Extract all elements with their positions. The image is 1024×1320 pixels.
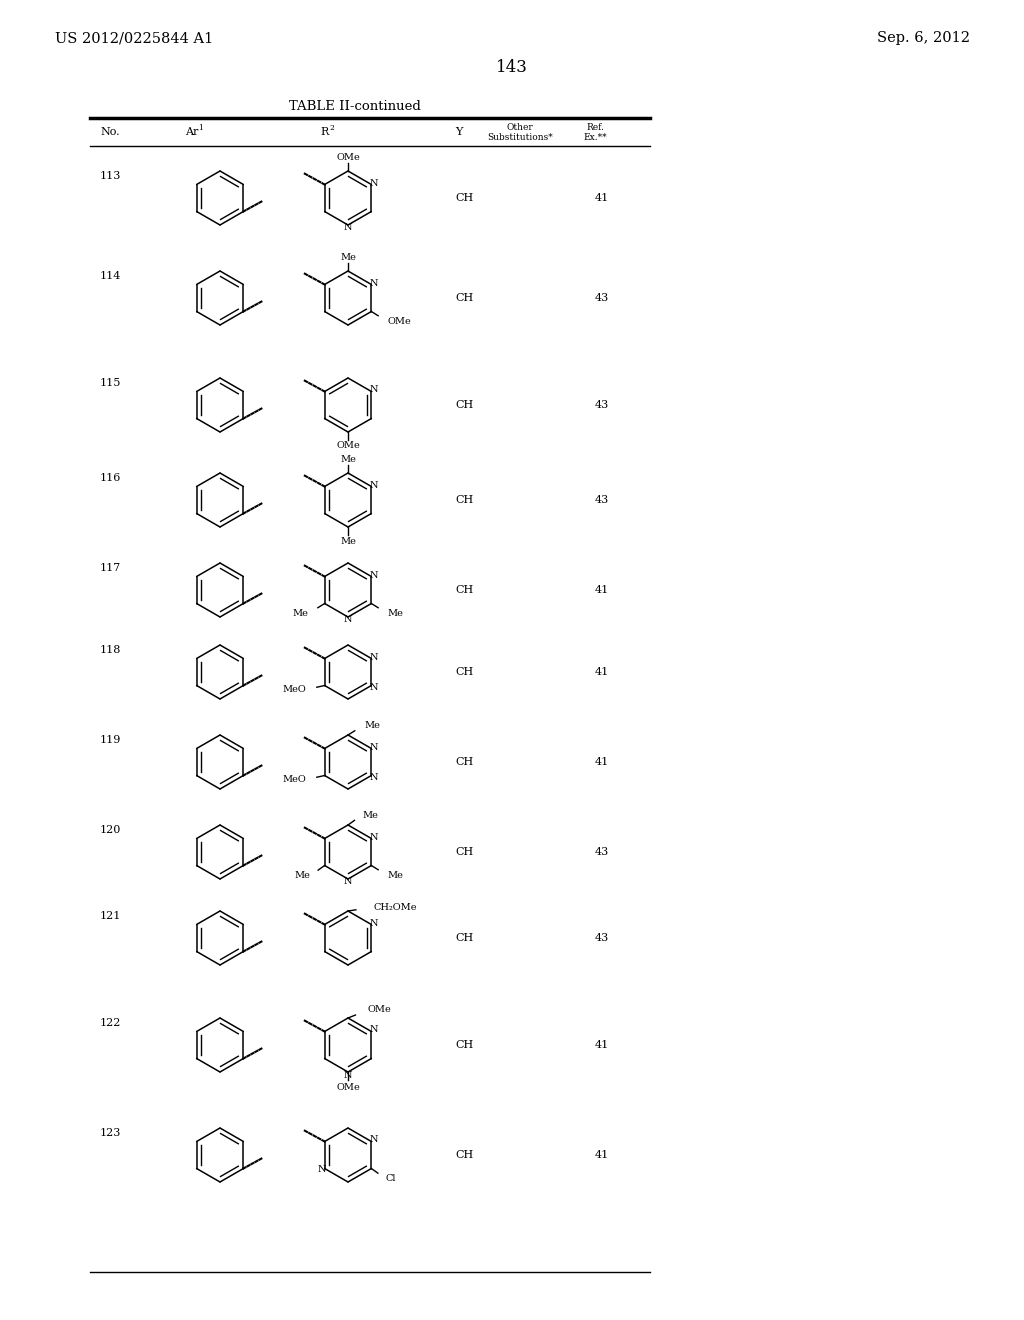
- Text: Ar: Ar: [185, 127, 199, 137]
- Text: N: N: [370, 682, 378, 692]
- Text: N: N: [370, 570, 378, 579]
- Text: CH: CH: [455, 667, 473, 677]
- Text: N: N: [370, 772, 378, 781]
- Text: Me: Me: [364, 721, 380, 730]
- Text: N: N: [344, 615, 352, 624]
- Text: Other: Other: [507, 124, 534, 132]
- Text: 2: 2: [329, 124, 334, 132]
- Text: N: N: [370, 833, 378, 842]
- Text: 41: 41: [595, 1040, 609, 1049]
- Text: CH: CH: [455, 400, 473, 411]
- Text: Me: Me: [295, 871, 310, 880]
- Text: 113: 113: [100, 172, 122, 181]
- Text: CH: CH: [455, 1040, 473, 1049]
- Text: Me: Me: [293, 609, 308, 618]
- Text: Y: Y: [455, 127, 463, 137]
- Text: Me: Me: [340, 454, 356, 463]
- Text: CH: CH: [455, 193, 473, 203]
- Text: Ref.: Ref.: [586, 124, 604, 132]
- Text: CH: CH: [455, 756, 473, 767]
- Text: 143: 143: [496, 59, 528, 77]
- Text: 114: 114: [100, 271, 122, 281]
- Text: Me: Me: [387, 609, 403, 618]
- Text: N: N: [370, 480, 378, 490]
- Text: CH: CH: [455, 847, 473, 857]
- Text: R: R: [319, 127, 329, 137]
- Text: 41: 41: [595, 667, 609, 677]
- Text: MeO: MeO: [283, 685, 306, 694]
- Text: 117: 117: [100, 564, 121, 573]
- Text: Me: Me: [387, 871, 403, 880]
- Text: TABLE II-continued: TABLE II-continued: [289, 100, 421, 114]
- Text: 121: 121: [100, 911, 122, 921]
- Text: Cl: Cl: [385, 1173, 396, 1183]
- Text: Me: Me: [340, 536, 356, 545]
- Text: 116: 116: [100, 473, 122, 483]
- Text: N: N: [317, 1166, 327, 1175]
- Text: OMe: OMe: [368, 1006, 392, 1015]
- Text: 41: 41: [595, 585, 609, 595]
- Text: 122: 122: [100, 1018, 122, 1028]
- Text: Sep. 6, 2012: Sep. 6, 2012: [877, 30, 970, 45]
- Text: CH₂OMe: CH₂OMe: [374, 903, 418, 912]
- Text: 43: 43: [595, 400, 609, 411]
- Text: OMe: OMe: [336, 441, 359, 450]
- Text: CH: CH: [455, 1150, 473, 1160]
- Text: 41: 41: [595, 193, 609, 203]
- Text: CH: CH: [455, 933, 473, 942]
- Text: N: N: [370, 919, 378, 928]
- Text: OMe: OMe: [336, 153, 359, 161]
- Text: N: N: [370, 1135, 378, 1144]
- Text: N: N: [344, 878, 352, 887]
- Text: 41: 41: [595, 1150, 609, 1160]
- Text: Substitutions*: Substitutions*: [487, 132, 553, 141]
- Text: Ex.**: Ex.**: [584, 132, 607, 141]
- Text: 41: 41: [595, 756, 609, 767]
- Text: 118: 118: [100, 645, 122, 655]
- Text: 115: 115: [100, 378, 122, 388]
- Text: N: N: [344, 1071, 352, 1080]
- Text: 120: 120: [100, 825, 122, 836]
- Text: MeO: MeO: [283, 775, 306, 784]
- Text: CH: CH: [455, 495, 473, 506]
- Text: N: N: [370, 652, 378, 661]
- Text: N: N: [370, 385, 378, 395]
- Text: 43: 43: [595, 847, 609, 857]
- Text: CH: CH: [455, 585, 473, 595]
- Text: N: N: [370, 279, 378, 288]
- Text: 43: 43: [595, 933, 609, 942]
- Text: Me: Me: [362, 810, 378, 820]
- Text: US 2012/0225844 A1: US 2012/0225844 A1: [55, 30, 213, 45]
- Text: OMe: OMe: [336, 1082, 359, 1092]
- Text: 43: 43: [595, 495, 609, 506]
- Text: 123: 123: [100, 1129, 122, 1138]
- Text: 43: 43: [595, 293, 609, 304]
- Text: OMe: OMe: [387, 317, 411, 326]
- Text: N: N: [370, 178, 378, 187]
- Text: Me: Me: [340, 252, 356, 261]
- Text: N: N: [344, 223, 352, 232]
- Text: N: N: [370, 1026, 378, 1035]
- Text: CH: CH: [455, 293, 473, 304]
- Text: No.: No.: [100, 127, 120, 137]
- Text: 119: 119: [100, 735, 122, 744]
- Text: 1: 1: [198, 124, 203, 132]
- Text: N: N: [370, 742, 378, 751]
